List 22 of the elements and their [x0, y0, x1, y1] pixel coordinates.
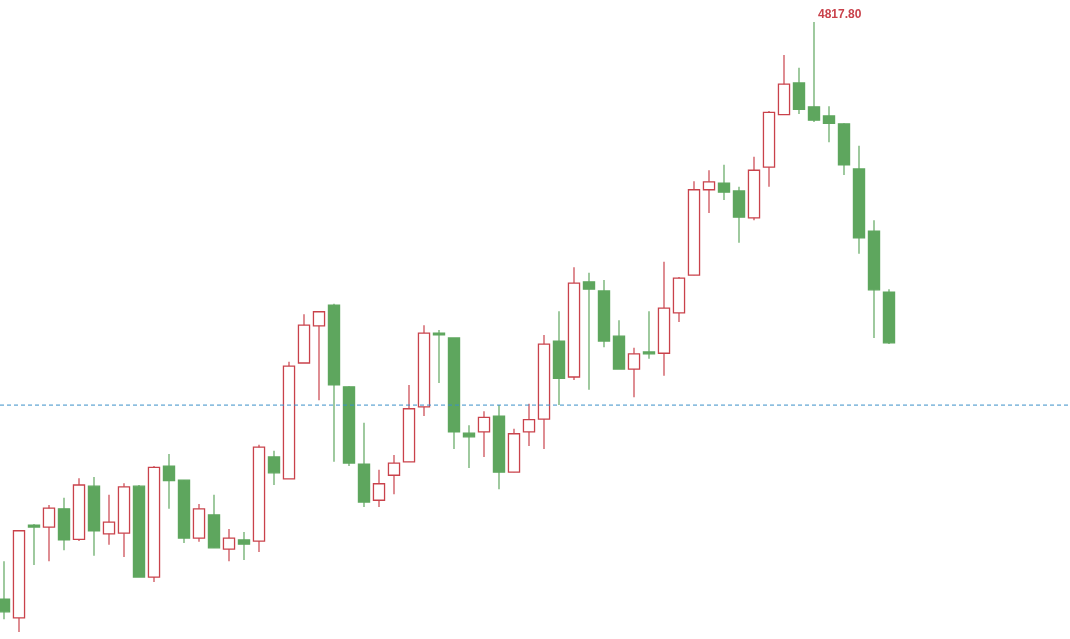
text: 4817.80 [818, 7, 862, 21]
candlestick [102, 494, 116, 546]
candlestick [582, 272, 596, 391]
candlestick [627, 347, 641, 398]
candlestick [477, 410, 491, 458]
candlestick [522, 403, 536, 447]
candlestick [162, 453, 176, 510]
candlestick [462, 424, 476, 469]
candlestick [717, 164, 731, 201]
candlestick [42, 504, 56, 562]
candlestick [642, 310, 656, 360]
candlestick [312, 310, 326, 401]
candlestick [432, 329, 446, 384]
candlestick [822, 105, 836, 143]
candlestick [702, 169, 716, 214]
candlestick [372, 469, 386, 508]
candlestick [237, 531, 251, 561]
candlestick [807, 21, 821, 123]
candlestick [27, 523, 41, 566]
candlestick [387, 454, 401, 495]
candlestick [267, 450, 281, 486]
candlestick [222, 528, 236, 562]
